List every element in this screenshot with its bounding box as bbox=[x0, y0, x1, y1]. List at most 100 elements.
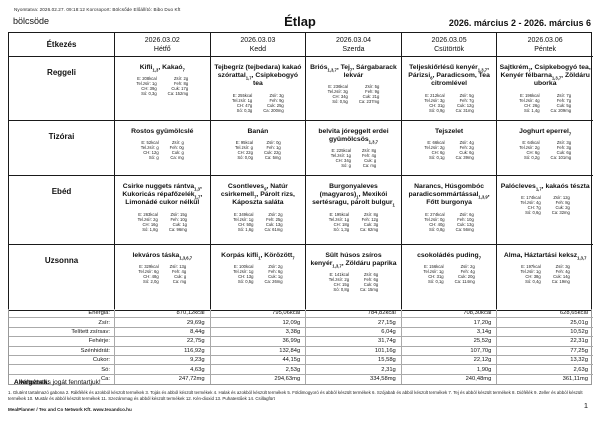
nutrition-line: Cuk: 21g bbox=[362, 94, 380, 100]
nutrition-line: E: 52kcal bbox=[141, 140, 159, 146]
summary-row-label: Fehérje: bbox=[9, 337, 115, 347]
summary-value: 795,06kcal bbox=[210, 309, 307, 319]
menu-cell: csokoládés puding7 E: 156kcal Tel.zsír: 1g… bbox=[402, 245, 498, 310]
nutrition-block: E: 197kcal Tel.zsír: 1g CH: 38g Só: 0,4g Zsí… bbox=[499, 264, 591, 284]
nutrition-line: Só: 0,8g bbox=[429, 226, 445, 232]
nutrition-line: Ca: 152mg bbox=[167, 91, 189, 97]
summary-value: 3,38g bbox=[210, 327, 307, 338]
nutrition-line: Feh: 10g bbox=[170, 216, 187, 222]
summary-value: 25,52g bbox=[401, 337, 498, 347]
summary-value: 17,20g bbox=[401, 318, 498, 328]
nutrition-line: Cuk: g bbox=[364, 158, 377, 164]
summary-value: 13,32g bbox=[497, 356, 593, 366]
nutrition-line: Só: 0,1g bbox=[429, 155, 445, 161]
nutrition-line: Feh: 9g bbox=[365, 89, 380, 95]
nutrition-line: CH: 50g bbox=[238, 221, 254, 227]
nutrition-right-column: Zsír: g Feh: 0g Cuk: g Ca: mg bbox=[170, 140, 184, 160]
summary-value: 4,63g bbox=[115, 365, 211, 375]
nutrition-block: E: 174kcal Tel.zsír: 4g CH: 7g Só: 0,6g Zsír… bbox=[499, 195, 591, 215]
nutrition-line: Cuk: 22g bbox=[263, 150, 281, 156]
meal-name: Kifli1,3, Kakaó7 bbox=[139, 64, 185, 73]
nutrition-left-column: E: 141kcal Tel.zsír: 2g CH: 15g Só: 0,8g bbox=[329, 272, 349, 292]
nutrition-line: Tel.zsír: 4g bbox=[520, 200, 541, 206]
nutrition-line: CH: 7g bbox=[527, 205, 541, 211]
summary-value: 22,75g bbox=[115, 337, 211, 347]
nutrition-right-column: Zsír: 7g Feh: 7g Cuk: 5g Ca: 209mg bbox=[551, 93, 571, 113]
nutrition-line: Zsír: 7g bbox=[556, 92, 572, 98]
meal-name: csokoládés puding7 bbox=[417, 252, 482, 261]
nutrition-line: Ca: 114mg bbox=[454, 279, 475, 285]
nutrition-line: Feh: 4g bbox=[362, 153, 377, 159]
nutrition-left-column: E: 52kcal Tel.zsír: g CH: 12g Só: g bbox=[141, 140, 159, 160]
meal-name: Sajtkrém7, Csipkebogyó tea, Kenyér félba… bbox=[499, 64, 591, 88]
menu-cell: Palócleves1,7, kakaós tészta E: 174kcal Te… bbox=[497, 176, 593, 245]
nutrition-line: E: 236kcal bbox=[328, 84, 348, 90]
nutrition-line: Cuk: 14g bbox=[553, 274, 570, 280]
nutrition-line: Só: 0,3g bbox=[141, 91, 157, 97]
nutrition-block: E: 212kcal Tel.zsír: 3g CH: 31g Só: 0,9g Zsí… bbox=[404, 93, 495, 113]
summary-value: 9,23g bbox=[115, 355, 211, 366]
nutrition-left-column: E: 274kcal Tel.zsír: 0g CH: 40g Só: 0,8g bbox=[424, 212, 444, 232]
nutrition-line: Tel.zsír: 1g bbox=[232, 97, 253, 103]
nutrition-line: E: 274kcal bbox=[425, 211, 445, 217]
summary-value: 36,99g bbox=[210, 337, 307, 347]
nutrition-line: Zsír: 15g bbox=[170, 211, 187, 217]
day-name: Péntek bbox=[534, 46, 557, 53]
summary-value: 12,09g bbox=[210, 318, 307, 328]
nutrition-block: E: 156kcal Tel.zsír: 1g CH: 31g Só: 0,1g Zsí… bbox=[404, 264, 495, 284]
nutrition-left-column: E: 156kcal Tel.zsír: 1g CH: 31g Só: 0,1g bbox=[423, 264, 443, 284]
menu-cell: Joghurt eperrel7 E: 64kcal Tel.zsír: 2g CH:… bbox=[497, 121, 593, 176]
nutrition-line: Feh: 4g bbox=[460, 269, 475, 275]
meal-name: Rostos gyümölcslé bbox=[131, 128, 194, 135]
summary-row-label: Szénhidrát: bbox=[9, 346, 115, 356]
day-name: Szerda bbox=[342, 46, 365, 53]
nutrition-line: Feh: 0g bbox=[169, 145, 184, 151]
allergen-legend: 1. Glutént tartalmazó gabona 2. Rákfélék… bbox=[8, 390, 583, 401]
nutrition-line: Zsír: 5g bbox=[459, 92, 474, 98]
summary-row-label: Energia: bbox=[9, 309, 115, 319]
nutrition-line: Feh: 10g bbox=[457, 216, 474, 222]
nutrition-right-column: Zsír: 15g Feh: 10g Cuk: 1g Ca: 96mg bbox=[169, 212, 187, 232]
nutrition-line: Cuk: 5g bbox=[556, 102, 572, 108]
nutrition-line: Só: 0,0g bbox=[237, 155, 253, 161]
day-date: 2026.03.03 bbox=[240, 37, 276, 44]
nutrition-line: Cuk: 20g bbox=[458, 274, 475, 280]
nutrition-line: Feh: 8g bbox=[173, 81, 189, 87]
meal-row-label: Uzsonna bbox=[9, 245, 115, 310]
nutrition-block: E: 141kcal Tel.zsír: 2g CH: 15g Só: 0,8g Zsí… bbox=[308, 272, 399, 292]
summary-value: 870,12kcal bbox=[115, 309, 211, 319]
nutrition-left-column: E: 329kcal Tel.zsír: 6g CH: 48g Só: 2,0g bbox=[138, 264, 158, 284]
nutrition-line: Cuk: 25g bbox=[266, 102, 284, 108]
nutrition-right-column: Zsír: 13g Feh: 4g Cuk: g Ca: mg bbox=[170, 264, 187, 284]
nutrition-line: Tel.zsír: 1g bbox=[233, 269, 254, 275]
menu-cell: Csirke nuggets rántva1,3, Kukoricás répa… bbox=[115, 176, 211, 245]
page-number: 1 bbox=[583, 401, 588, 410]
summary-value: 15,58g bbox=[306, 355, 402, 366]
nutrition-line: Tel.zsír: 6g bbox=[138, 269, 159, 275]
nutrition-line: Ca: 61mg bbox=[264, 226, 283, 232]
nutrition-block: E: 255kcal Tel.zsír: 1g CH: 47g Só: 0,3g Zsí… bbox=[213, 93, 304, 113]
day-name: Hétfő bbox=[153, 46, 171, 53]
summary-value: 1,90g bbox=[401, 365, 498, 375]
summary-value: 107,70g bbox=[401, 346, 498, 356]
nutrition-line: Tel.zsír: 1g bbox=[328, 216, 350, 222]
nutrition-line: Só: 0,2g bbox=[523, 155, 540, 161]
nutrition-line: Zsír: 12g bbox=[553, 195, 570, 201]
summary-value: 44,15g bbox=[210, 355, 307, 366]
nutrition-line: Zsír: 8g bbox=[363, 211, 379, 217]
nutrition-line: Só: 1,8g bbox=[142, 226, 158, 232]
summary-value: 29,69g bbox=[115, 318, 211, 328]
meal-row-label: Reggeli bbox=[9, 57, 115, 121]
nutrition-right-column: Zsír: 8g Feh: 4g Cuk: g Ca: mg bbox=[362, 148, 376, 168]
nutrition-line: Ca: 5mg bbox=[264, 155, 281, 161]
nutrition-right-column: Zsír: 3g Feh: 3g Cuk: 6g Ca: 101mg bbox=[551, 140, 571, 160]
nutrition-block: E: 236kcal Tel.zsír: 3g CH: 34g Só: 0,5g Zsí… bbox=[308, 84, 399, 104]
date-range: 2026. március 2 - 2026. március 6 bbox=[448, 18, 591, 28]
summary-value: 361,11mg bbox=[562, 376, 588, 383]
nutrition-right-column: Zsír: 5g Feh: 9g Cuk: 21g Ca: 237mg bbox=[359, 84, 379, 104]
nutrition-left-column: E: 66kcal Tel.zsír: 2g CH: 6g Só: 0,1g bbox=[424, 140, 444, 160]
nutrition-right-column: Zsír: 6g Feh: 6g Cuk: 0g Ca: 15mg bbox=[360, 272, 378, 292]
nutrition-line: Cuk: g bbox=[171, 150, 184, 156]
nutrition-line: Tel.zsír: 3g bbox=[424, 97, 445, 103]
nutrition-line: Tel.zsír: 2g bbox=[424, 145, 445, 151]
